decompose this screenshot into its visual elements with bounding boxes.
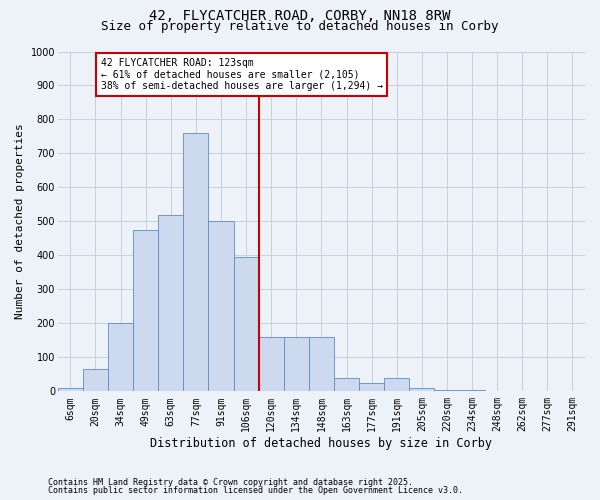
- Bar: [434, 390, 460, 392]
- Bar: [158, 214, 184, 392]
- Y-axis label: Number of detached properties: Number of detached properties: [15, 124, 25, 320]
- Bar: [233, 257, 259, 392]
- Bar: [309, 337, 334, 392]
- Bar: [108, 324, 133, 392]
- Bar: [384, 378, 409, 392]
- Text: Contains public sector information licensed under the Open Government Licence v3: Contains public sector information licen…: [48, 486, 463, 495]
- Text: 42, FLYCATCHER ROAD, CORBY, NN18 8RW: 42, FLYCATCHER ROAD, CORBY, NN18 8RW: [149, 9, 451, 23]
- Bar: [184, 133, 208, 392]
- Text: Size of property relative to detached houses in Corby: Size of property relative to detached ho…: [101, 20, 499, 33]
- Text: 42 FLYCATCHER ROAD: 123sqm
← 61% of detached houses are smaller (2,105)
38% of s: 42 FLYCATCHER ROAD: 123sqm ← 61% of deta…: [101, 58, 383, 92]
- Bar: [460, 390, 485, 392]
- Bar: [259, 337, 284, 392]
- Bar: [83, 369, 108, 392]
- Bar: [334, 378, 359, 392]
- Text: Contains HM Land Registry data © Crown copyright and database right 2025.: Contains HM Land Registry data © Crown c…: [48, 478, 413, 487]
- Bar: [58, 388, 83, 392]
- Bar: [409, 388, 434, 392]
- Bar: [359, 383, 384, 392]
- Bar: [485, 390, 509, 392]
- X-axis label: Distribution of detached houses by size in Corby: Distribution of detached houses by size …: [151, 437, 493, 450]
- Bar: [133, 230, 158, 392]
- Bar: [284, 337, 309, 392]
- Bar: [208, 222, 233, 392]
